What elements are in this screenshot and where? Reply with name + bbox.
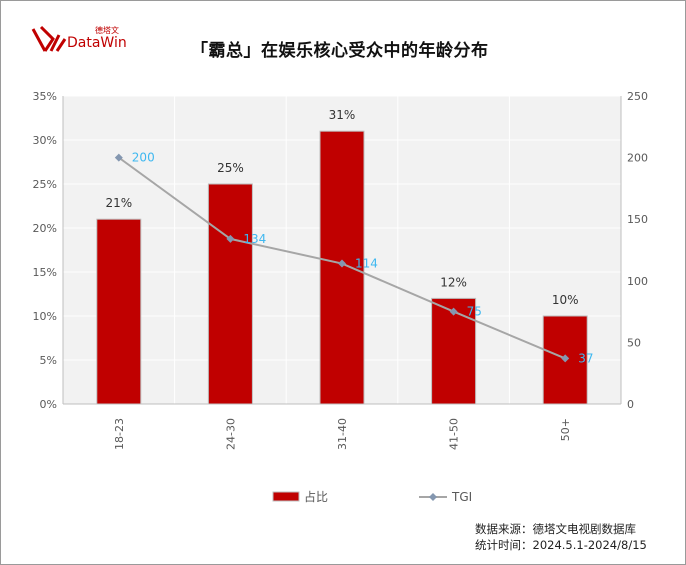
source-line: 数据来源：德塔文电视剧数据库 [475,522,636,536]
tgi-data-label: 200 [132,151,155,165]
right-tick-label: 100 [627,275,648,288]
tgi-marker [561,354,570,363]
bar [96,218,142,405]
left-tick-label: 20% [33,222,57,235]
tgi-marker [449,307,458,316]
bar-data-label: 21% [105,196,132,210]
tgi-data-label: 75 [467,305,482,319]
chart-svg: 0% 5% 10% 15% 20% 25% 30% 35% 0 50 100 150 200 250 21%… [33,90,648,504]
left-tick-label: 0% [40,398,57,411]
x-tick-label: 50+ [559,418,572,441]
date-range-line: 统计时间：2024.5.1-2024/8/15 [475,538,647,552]
left-tick-label: 25% [33,178,57,191]
x-tick-label: 24-30 [224,418,237,450]
datawin-logo-icon [31,25,67,52]
left-tick-label: 30% [33,134,57,147]
tgi-marker [338,259,346,268]
x-tick-label: 31-40 [336,418,349,450]
bar-data-label: 10% [552,293,579,307]
source-note: 数据来源：德塔文电视剧数据库 统计时间：2024.5.1-2024/8/15 [475,521,647,553]
tgi-marker [226,234,235,243]
tgi-marker [114,153,123,162]
left-tick-label: 10% [33,310,57,323]
tgi-data-label: 134 [243,232,266,246]
right-tick-label: 200 [627,152,648,165]
bar-data-label: 12% [440,275,467,289]
legend-label-bar: 占比 [304,489,328,504]
bar [431,297,477,405]
bar [319,130,365,405]
right-tick-label: 0 [627,398,634,411]
legend-swatch-bar [272,491,300,502]
left-tick-label: 15% [33,266,57,279]
tgi-data-label: 114 [355,257,378,271]
left-tick-label: 5% [40,354,57,367]
right-tick-label: 250 [627,90,648,103]
x-tick-label: 18-23 [113,418,126,450]
logo-cn-text: 德塔文 [95,26,119,35]
chart-title: 「霸总」在娱乐核心受众中的年龄分布 [191,41,489,61]
left-tick-label: 35% [33,90,57,103]
legend-marker-line [429,493,437,501]
right-tick-label: 50 [627,336,641,349]
legend-label-line: TGI [451,490,472,504]
right-tick-label: 150 [627,213,648,226]
bar-data-label: 31% [329,108,356,122]
bar-data-label: 25% [217,161,244,175]
bar [207,183,253,405]
x-tick-label: 41-50 [448,418,461,450]
logo-en-text: DataWin [67,35,127,51]
tgi-data-label: 37 [578,351,593,365]
